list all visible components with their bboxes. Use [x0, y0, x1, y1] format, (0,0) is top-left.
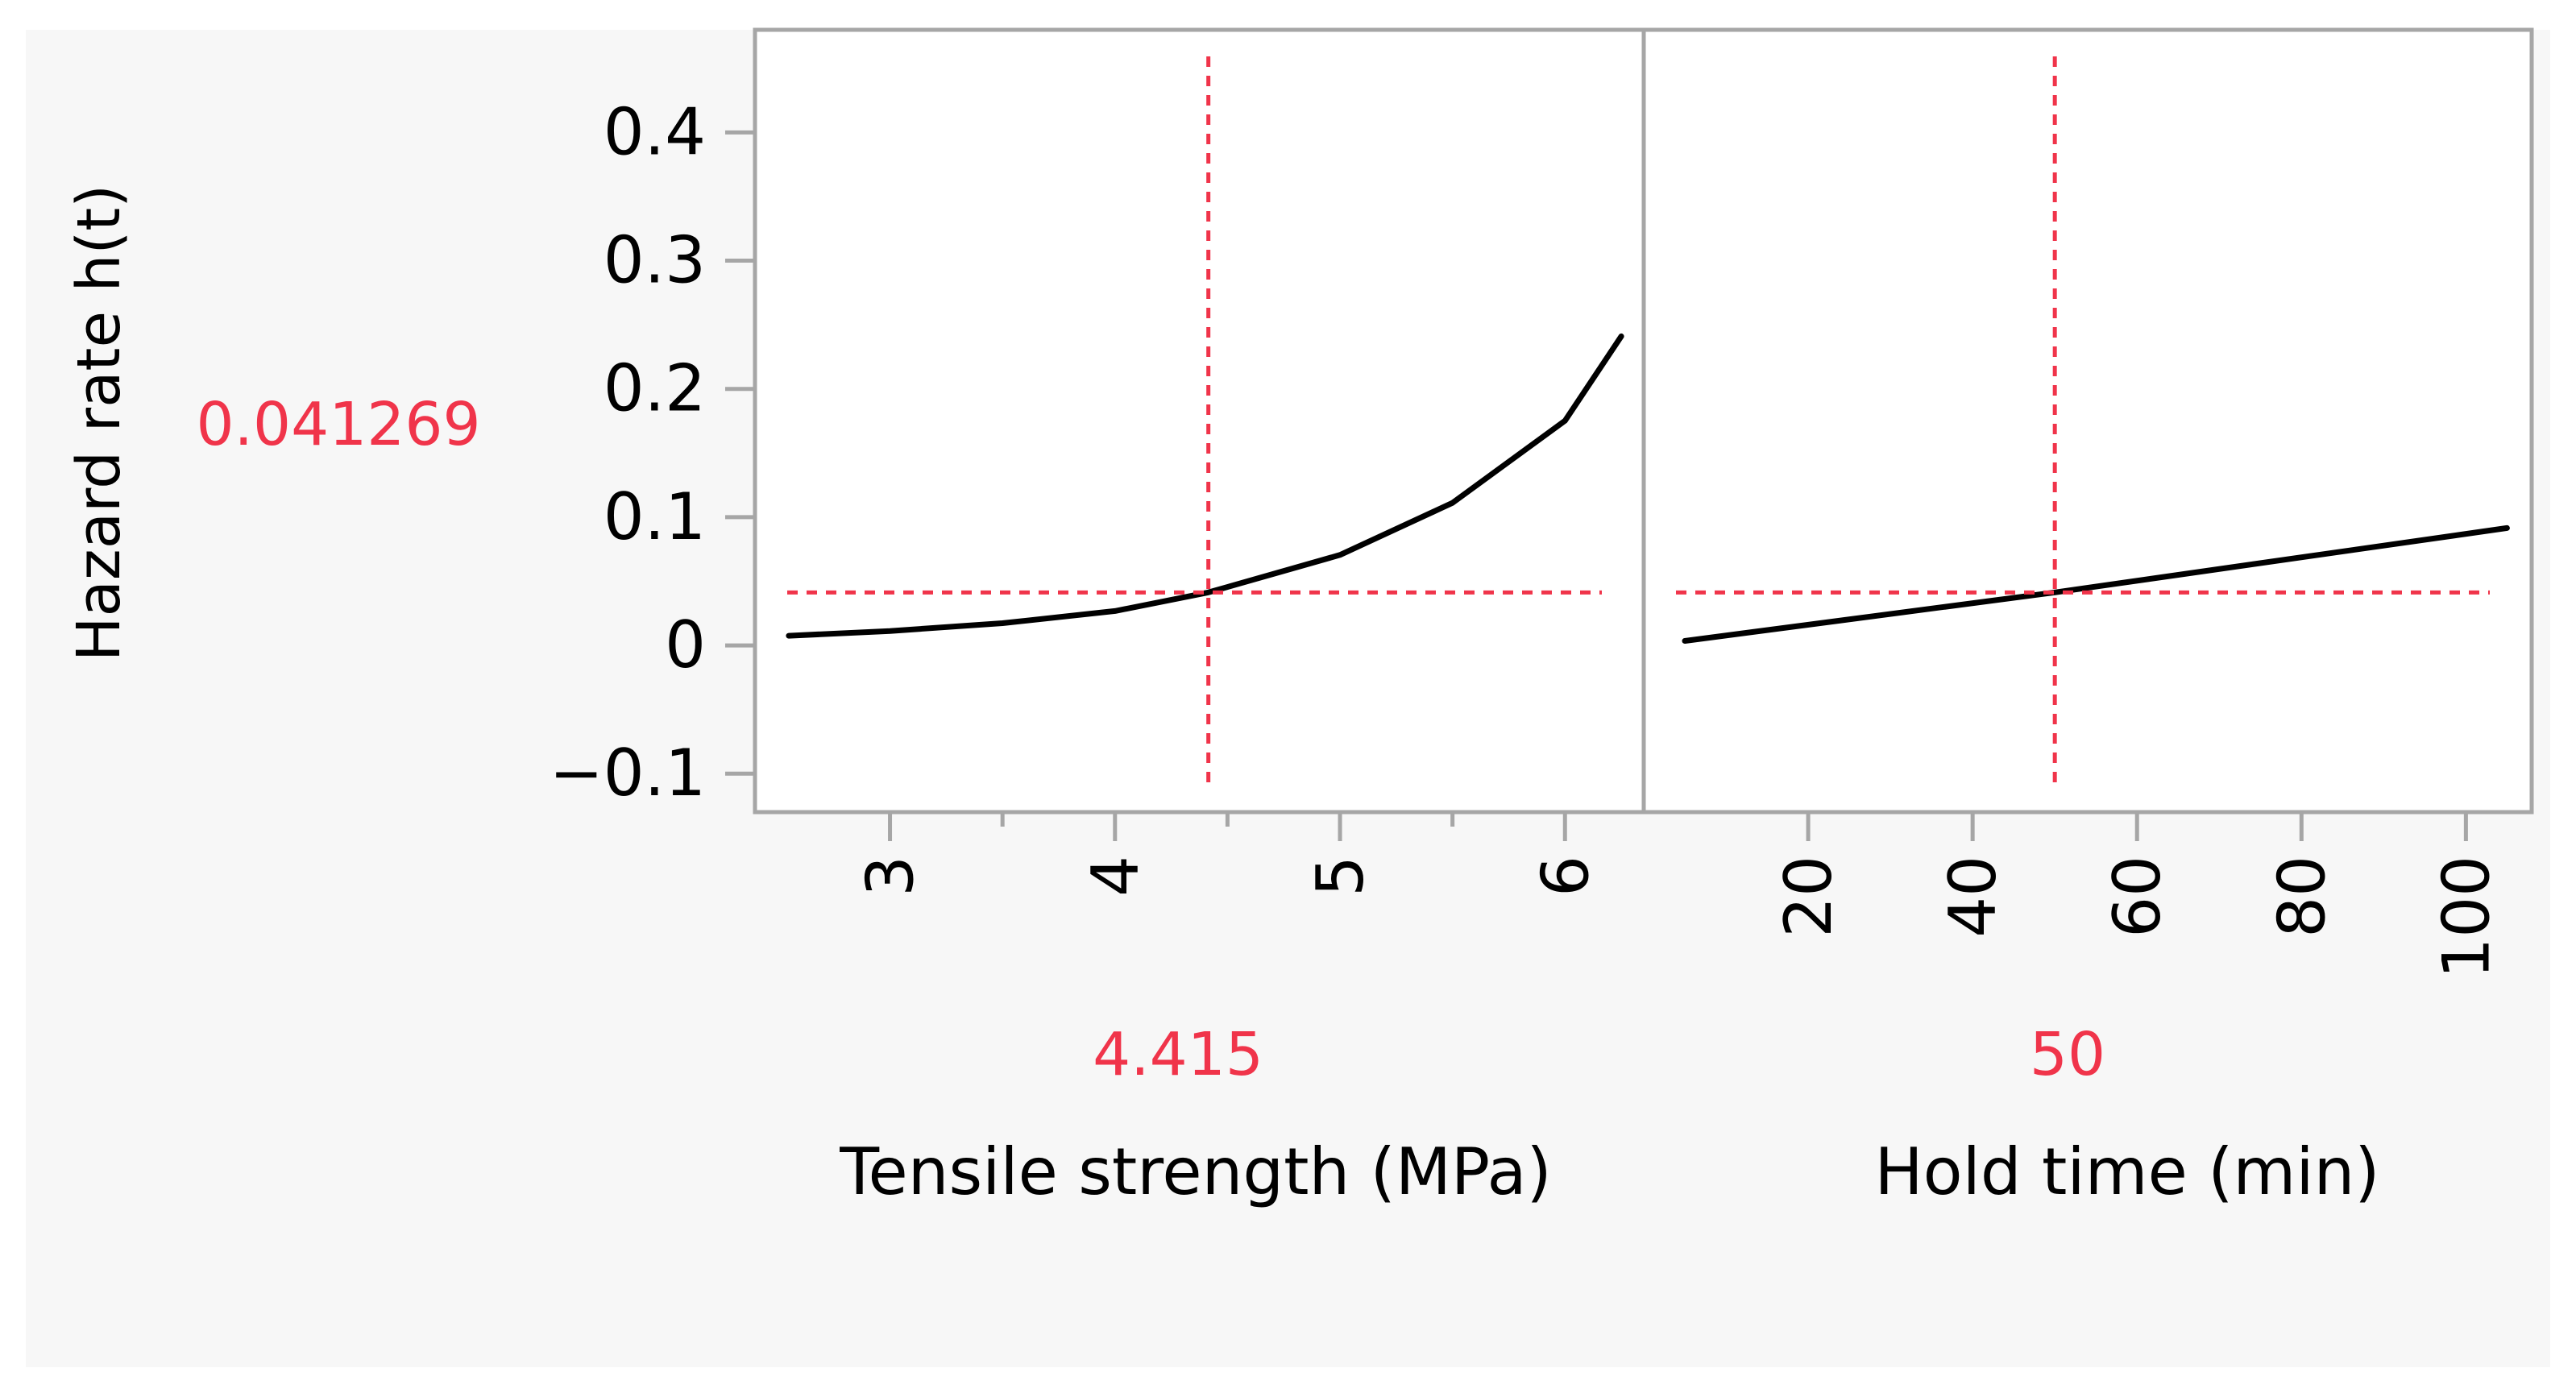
x-tick-label-0-0: 3 — [853, 856, 928, 897]
x-axis-title-tensile-strength: Tensile strength (MPa) — [839, 1134, 1551, 1209]
x-axis-hold-time: 20 40 60 80 100 — [1771, 812, 2503, 979]
x-tick-label-1-1: 40 — [1935, 856, 2010, 938]
x-tick-label-1-3: 80 — [2264, 856, 2339, 938]
x-tick-label-1-0: 20 — [1771, 856, 1846, 938]
y-tick-label-1: 0 — [665, 607, 706, 682]
x-current-value-tensile-strength[interactable]: 4.415 — [1093, 1020, 1263, 1089]
hazard-curve-hold-time — [1682, 524, 2510, 644]
y-current-value[interactable]: 0.041269 — [196, 390, 480, 459]
x-tick-label-0-2: 5 — [1303, 856, 1378, 897]
plot-area-tensile-strength — [755, 30, 1644, 812]
y-tick-label-4: 0.3 — [604, 223, 706, 298]
x-tick-label-1-2: 60 — [2100, 856, 2175, 938]
x-tick-label-0-1: 4 — [1078, 856, 1153, 897]
x-axis-title-hold-time: Hold time (min) — [1875, 1134, 2380, 1209]
y-tick-label-3: 0.2 — [604, 351, 706, 426]
y-axis: −0.1 0 0.1 0.2 0.3 0.4 — [550, 94, 755, 811]
y-axis-title: Hazard rate h(t) — [64, 184, 134, 661]
y-tick-label-0: −0.1 — [550, 736, 706, 811]
y-tick-label-5: 0.4 — [604, 94, 706, 169]
hold-time-panel — [1644, 30, 2532, 812]
y-tick-label-2: 0.1 — [604, 479, 706, 554]
x-current-value-hold-time[interactable]: 50 — [2030, 1020, 2105, 1089]
plot-area-hold-time — [1644, 30, 2532, 812]
x-axis-tensile-strength: 3 4 5 6 — [853, 812, 1603, 897]
x-tick-label-0-3: 6 — [1528, 856, 1603, 897]
x-tick-label-1-4: 100 — [2429, 856, 2503, 979]
hazard-curve-tensile-strength — [786, 333, 1624, 639]
tensile-strength-panel — [755, 30, 1644, 812]
